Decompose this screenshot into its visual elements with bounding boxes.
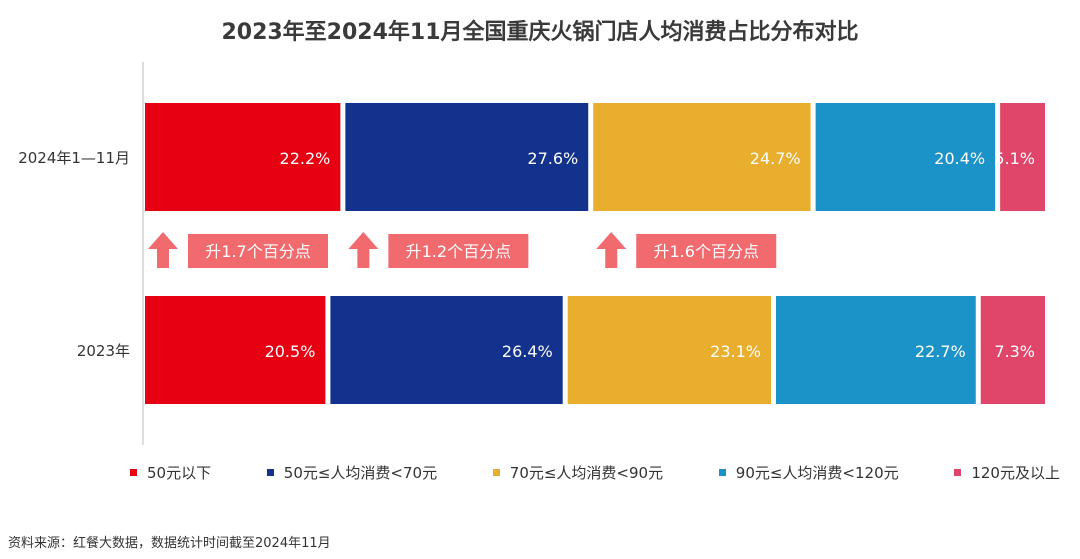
data-label: 24.7% — [750, 149, 801, 168]
data-label: 26.4% — [502, 342, 553, 361]
legend-swatch — [266, 469, 274, 476]
legend-item: 90元≤人均消费<120元 — [718, 462, 899, 483]
data-label: 22.7% — [915, 342, 966, 361]
data-label: 7.3% — [994, 342, 1035, 361]
legend-item: 50元以下 — [130, 462, 211, 483]
legend-item: 120元及以上 — [954, 462, 1060, 483]
bar-segment — [593, 103, 811, 211]
data-label: 23.1% — [710, 342, 761, 361]
bar-segment — [776, 296, 976, 404]
legend-item: 70元≤人均消费<90元 — [492, 462, 664, 483]
legend-label: 50元以下 — [147, 464, 212, 482]
legend-label: 50元≤人均消费<70元 — [283, 464, 438, 482]
legend-swatch — [130, 469, 137, 476]
data-label: 27.6% — [527, 149, 578, 168]
arrow-up-icon — [148, 232, 178, 268]
bar-segment — [330, 296, 563, 404]
data-label: 5.1% — [994, 149, 1035, 168]
annotation-box — [636, 234, 777, 268]
annotation-box — [388, 234, 529, 268]
data-label: 20.5% — [265, 342, 316, 361]
legend-swatch — [718, 469, 726, 476]
chart-title: 2023年至2024年11月全国重庆火锅门店人均消费占比分布对比 — [221, 20, 859, 45]
legend-label: 70元≤人均消费<90元 — [509, 464, 664, 482]
arrow-up-icon — [348, 232, 379, 268]
bar-segment — [815, 103, 996, 211]
legend: 50元以下 50元≤人均消费<70元 70元≤人均消费<90元 90元≤人均消费… — [130, 462, 1060, 483]
annotation-label: 升1.2个百分点 — [406, 242, 511, 261]
arrow-up-icon — [596, 232, 627, 268]
annotation-label: 升1.7个百分点 — [205, 242, 310, 261]
bar-segment — [567, 296, 771, 404]
bar-segment — [145, 296, 326, 404]
annotation-label: 升1.6个百分点 — [654, 242, 759, 261]
legend-item: 50元≤人均消费<70元 — [266, 462, 438, 483]
category-label: 2023年 — [77, 342, 130, 360]
bar-segment — [980, 296, 1045, 404]
bar-segment — [345, 103, 589, 211]
bar-segment — [145, 103, 341, 211]
data-label: 22.2% — [280, 149, 331, 168]
legend-label: 90元≤人均消费<120元 — [735, 464, 899, 482]
legend-swatch — [954, 469, 962, 476]
data-label: 20.4% — [934, 149, 985, 168]
annotation-box — [188, 234, 328, 268]
category-label: 2024年1—11月 — [18, 149, 130, 167]
legend-swatch — [492, 469, 500, 476]
bar-segment — [1000, 103, 1045, 211]
legend-label: 120元及以上 — [971, 464, 1060, 482]
source-note: 资料来源：红餐大数据，数据统计时间截至2024年11月 — [8, 536, 331, 551]
